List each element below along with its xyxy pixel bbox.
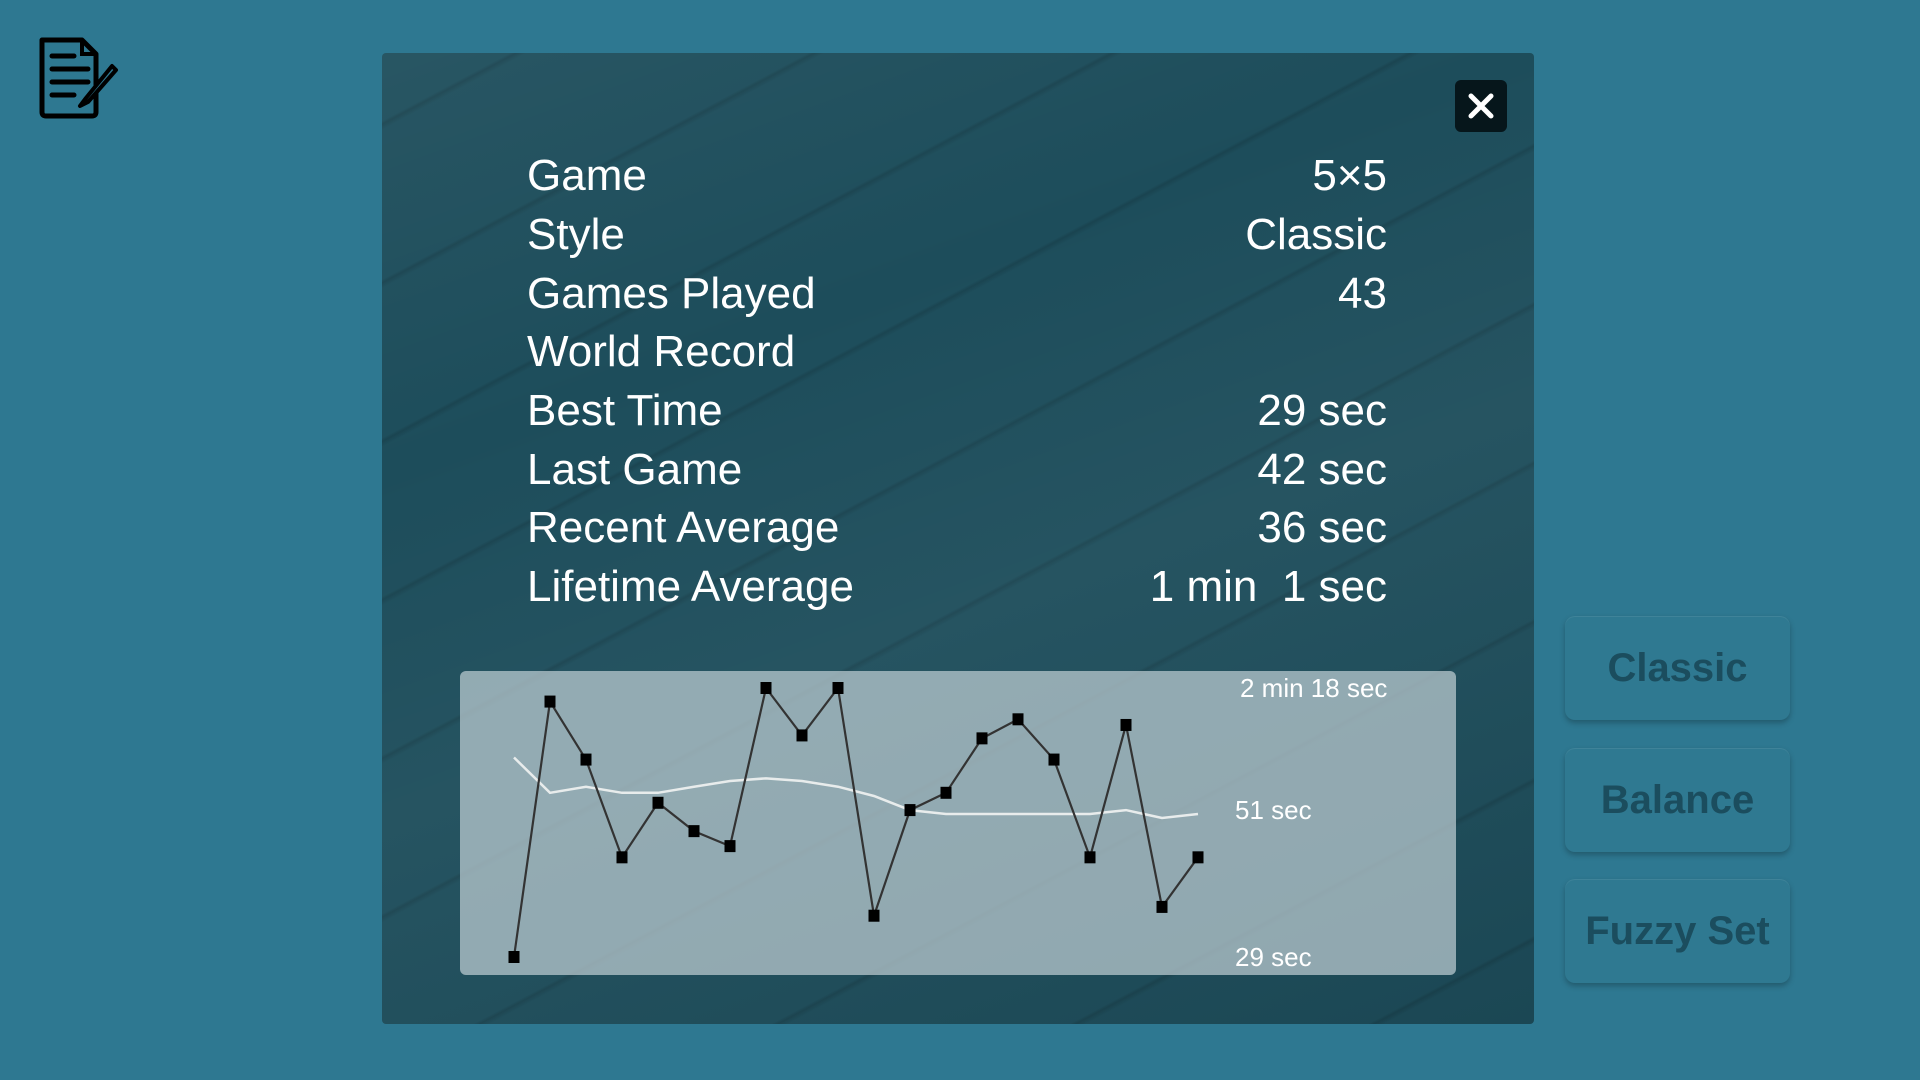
- stat-value: 36 sec: [1257, 503, 1387, 553]
- time-point: [1012, 713, 1024, 726]
- average-line: [513, 756, 1199, 820]
- stat-row-world-record: World Record: [527, 327, 1387, 410]
- stat-value: Classic: [1245, 210, 1387, 260]
- time-point: [688, 825, 700, 838]
- stat-row-best-time: Best Time 29 sec: [527, 386, 1387, 469]
- time-point: [796, 729, 808, 742]
- stat-value: 5×5: [1312, 151, 1387, 201]
- stat-label: Last Game: [527, 444, 743, 494]
- stat-row-lifetime-average: Lifetime Average 1 min 1 sec: [527, 562, 1387, 645]
- y-tick-label-mid: 51 sec: [1235, 795, 1312, 826]
- stats-modal: Game 5×5 Style Classic Games Played 43 Worl…: [382, 53, 1534, 1024]
- stat-label: Lifetime Average: [527, 562, 854, 612]
- time-point: [580, 753, 592, 766]
- time-point: [616, 851, 628, 864]
- stat-label: Best Time: [527, 386, 723, 436]
- close-icon: [1468, 93, 1494, 119]
- stat-label: Games Played: [527, 268, 816, 318]
- balance-button[interactable]: Balance: [1565, 748, 1790, 852]
- stat-label: Recent Average: [527, 503, 840, 553]
- time-point: [940, 786, 952, 799]
- time-point: [724, 840, 736, 853]
- stat-row-recent-average: Recent Average 36 sec: [527, 503, 1387, 586]
- time-point: [1048, 753, 1060, 766]
- classic-button[interactable]: Classic: [1565, 616, 1790, 720]
- time-point: [976, 732, 988, 745]
- time-point: [1192, 851, 1204, 864]
- time-point: [544, 695, 556, 708]
- time-point: [1120, 718, 1132, 731]
- times-line: [512, 685, 1199, 958]
- stat-row-games-played: Games Played 43: [527, 269, 1387, 351]
- stat-label: Style: [527, 210, 625, 260]
- time-point: [1084, 851, 1096, 864]
- time-point: [868, 909, 880, 922]
- stat-row-game: Game 5×5: [527, 151, 1387, 234]
- stat-value: 43: [1338, 268, 1387, 318]
- time-point: [904, 804, 916, 817]
- stat-value: 42 sec: [1257, 444, 1387, 494]
- stat-label: World Record: [527, 327, 796, 377]
- time-point: [1156, 900, 1168, 913]
- time-point: [652, 796, 664, 809]
- stat-label: Game: [527, 151, 647, 201]
- notes-pencil-icon[interactable]: [36, 36, 120, 120]
- time-point: [832, 682, 844, 694]
- fuzzy-set-button[interactable]: Fuzzy Set: [1565, 879, 1790, 983]
- stat-row-style: Style Classic: [527, 210, 1387, 293]
- stat-row-last-game: Last Game 42 sec: [527, 445, 1387, 527]
- stat-value: 29 sec: [1257, 386, 1387, 436]
- time-point: [760, 682, 772, 694]
- close-button[interactable]: [1455, 80, 1507, 132]
- y-tick-label-max: 2 min 18 sec: [1240, 673, 1388, 703]
- time-point: [508, 951, 520, 963]
- stats-table: Game 5×5 Style Classic Games Played 43 Worl…: [527, 151, 1387, 645]
- y-tick-label-min: 29 sec: [1235, 942, 1312, 972]
- stat-value: 1 min 1 sec: [1149, 562, 1387, 612]
- times-chart: 2 min 18 sec 51 sec 29 sec: [460, 671, 1456, 975]
- chart-plot: [508, 682, 1204, 963]
